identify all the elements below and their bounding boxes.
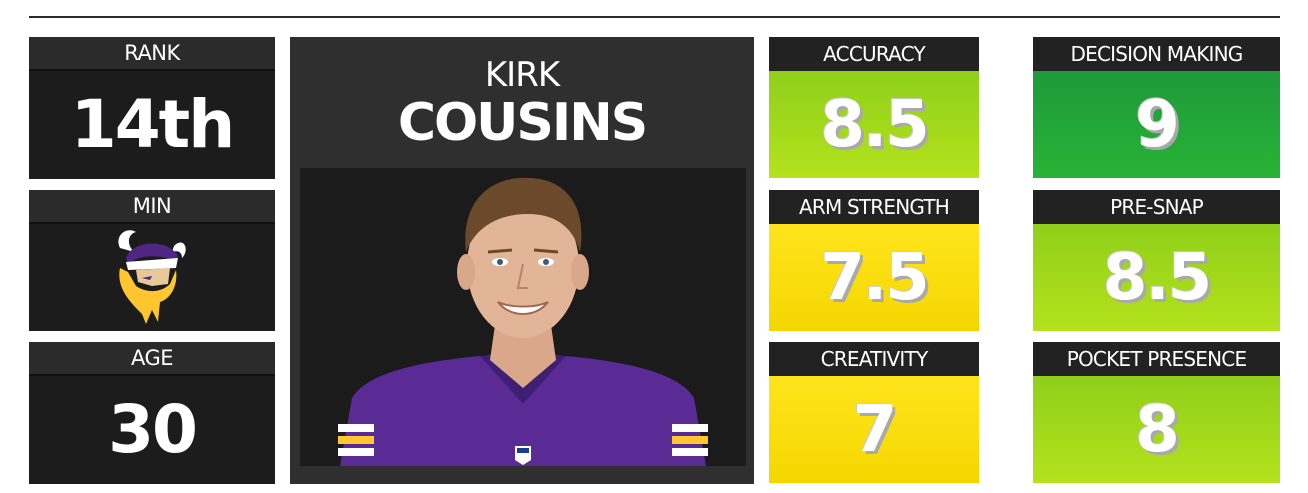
age-label: AGE (29, 342, 275, 376)
team-card: MIN (29, 190, 275, 331)
vikings-logo-icon (118, 229, 186, 324)
team-logo-wrap (29, 224, 275, 329)
rank-label: RANK (29, 37, 275, 71)
rating-value: 8 (1033, 376, 1280, 483)
player-photo (300, 168, 746, 466)
rating-label: POCKET PRESENCE (1033, 342, 1280, 376)
rank-value: 14th (70, 85, 235, 163)
team-label: MIN (29, 190, 275, 224)
player-headshot-icon (300, 168, 746, 466)
rating-decision-making: DECISION MAKING 9 (1033, 37, 1280, 178)
rank-card: RANK 14th (29, 37, 275, 179)
player-last-name: COUSINS (397, 93, 648, 153)
top-divider (29, 16, 1280, 18)
age-value: 30 (108, 390, 198, 468)
rating-label: DECISION MAKING (1033, 37, 1280, 71)
rating-label: PRE-SNAP (1033, 190, 1280, 224)
rating-label: ACCURACY (769, 37, 979, 71)
rating-label: CREATIVITY (769, 342, 979, 376)
rating-value: 8.5 (1033, 224, 1280, 331)
player-card: KIRK COUSINS (290, 37, 754, 484)
age-card: AGE 30 (29, 342, 275, 484)
rating-value: 8.5 (769, 71, 979, 178)
rating-pocket-presence: POCKET PRESENCE 8 (1033, 342, 1280, 483)
rating-arm-strength: ARM STRENGTH 7.5 (769, 190, 979, 331)
rating-value: 7.5 (769, 224, 979, 331)
rating-value: 9 (1033, 71, 1280, 178)
rating-accuracy: ACCURACY 8.5 (769, 37, 979, 178)
player-first-name: KIRK (484, 55, 560, 95)
rating-creativity: CREATIVITY 7 (769, 342, 979, 483)
rating-pre-snap: PRE-SNAP 8.5 (1033, 190, 1280, 331)
rating-value: 7 (769, 376, 979, 483)
rating-label: ARM STRENGTH (769, 190, 979, 224)
